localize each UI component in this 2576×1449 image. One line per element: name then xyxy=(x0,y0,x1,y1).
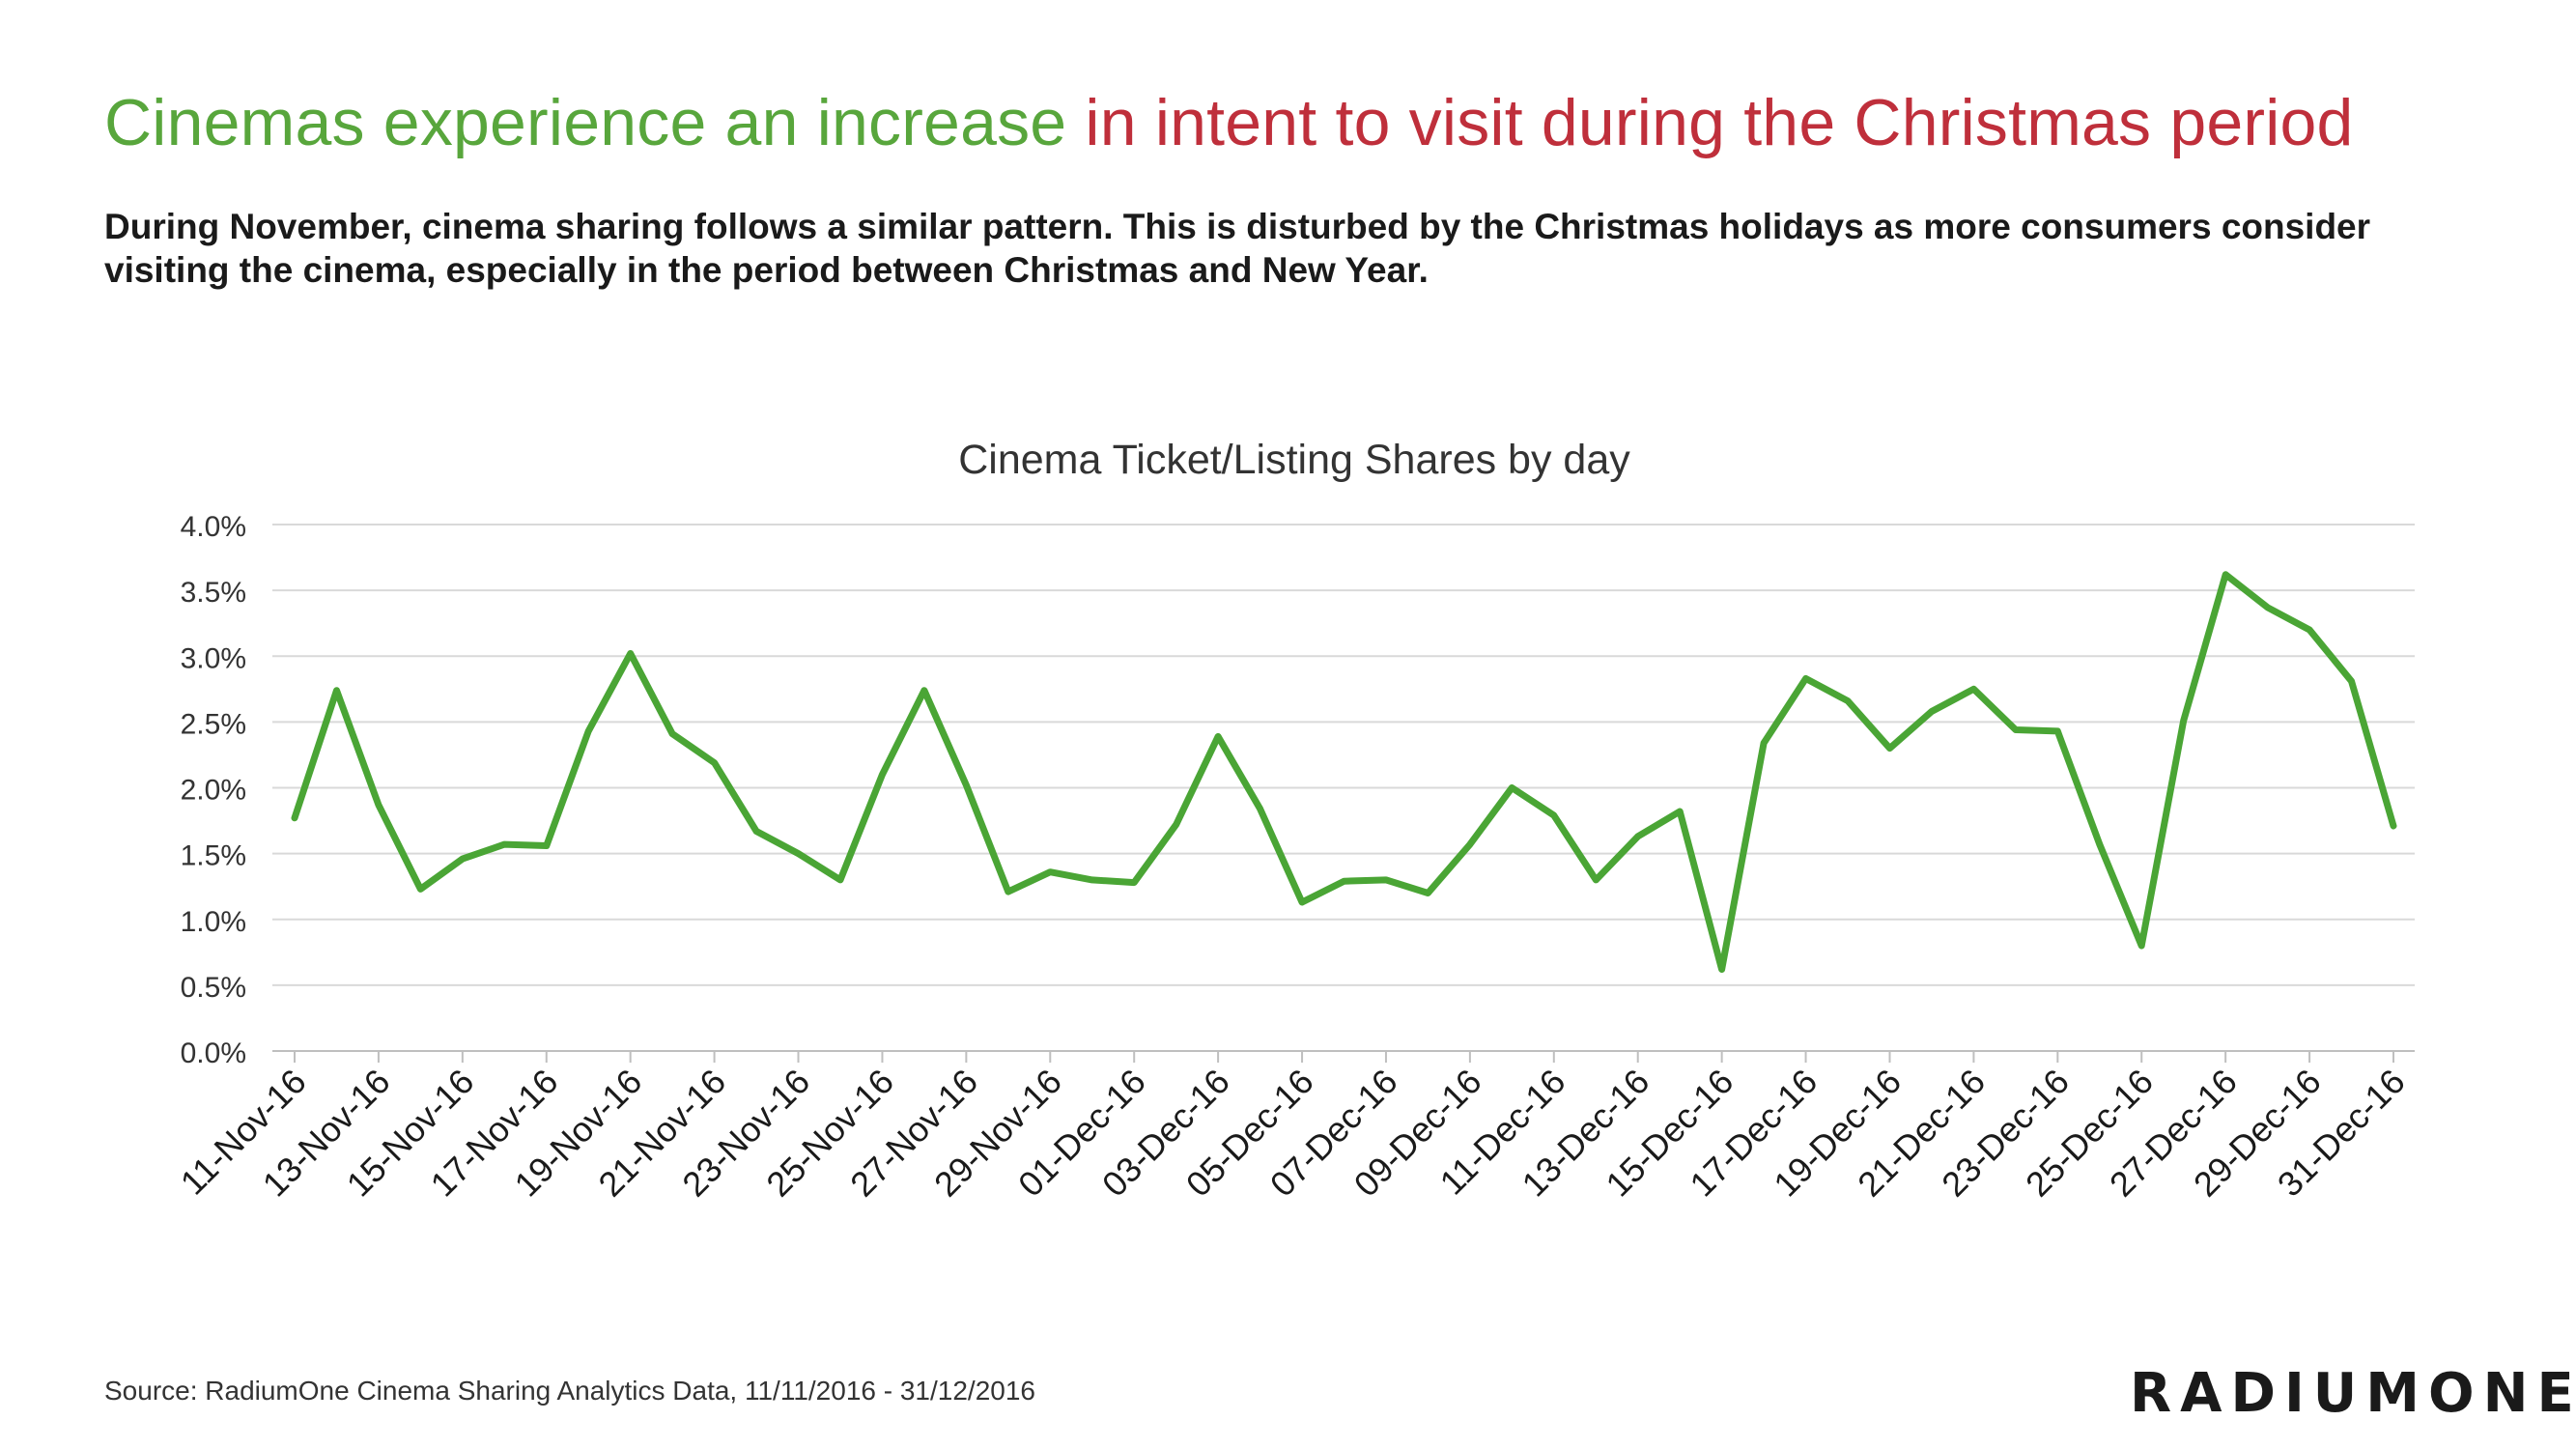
data-point xyxy=(1634,833,1641,839)
data-point xyxy=(1005,889,1011,895)
slide-subtitle: During November, cinema sharing follows … xyxy=(104,207,2371,290)
data-point xyxy=(417,886,424,893)
y-tick-label: 0.0% xyxy=(181,1037,246,1069)
y-tick-label: 2.5% xyxy=(181,708,246,740)
y-tick-label: 1.5% xyxy=(181,840,246,872)
data-point xyxy=(879,771,886,778)
data-point xyxy=(1089,876,1095,883)
data-point xyxy=(753,828,760,835)
slide-headline: Cinemas experience an increase in intent… xyxy=(104,85,2354,160)
source-note: Source: RadiumOne Cinema Sharing Analyti… xyxy=(104,1376,1035,1406)
data-point xyxy=(2348,678,2355,685)
chart-title: Cinema Ticket/Listing Shares by day xyxy=(958,437,1630,483)
data-point xyxy=(1466,841,1473,848)
data-point xyxy=(1131,879,1138,886)
y-tick-label: 4.0% xyxy=(181,511,246,543)
data-point xyxy=(1677,809,1684,815)
data-point xyxy=(2054,727,2061,734)
headline-part-2: in intent to visit during the Christmas … xyxy=(1085,86,2354,159)
data-point xyxy=(2138,943,2145,949)
headline-part-1: Cinemas experience an increase xyxy=(104,86,1086,159)
data-point xyxy=(836,876,843,883)
data-point xyxy=(2307,627,2313,633)
data-point xyxy=(1047,868,1054,875)
y-tick-label: 0.5% xyxy=(181,972,246,1004)
data-point xyxy=(963,781,970,788)
y-axis-tick-labels: 0.0% 0.5% 1.0% 1.5% 2.0% 2.5% 3.0% 3.5% 4.0% xyxy=(181,511,246,1069)
series-line xyxy=(291,571,2397,973)
data-point xyxy=(375,802,382,809)
data-point xyxy=(1845,697,1852,704)
data-point xyxy=(2391,823,2396,830)
data-point xyxy=(795,850,802,857)
data-point xyxy=(2264,604,2271,611)
data-point xyxy=(627,650,634,657)
data-point xyxy=(1173,821,1179,828)
data-point xyxy=(1718,966,1725,973)
data-point xyxy=(501,841,508,848)
data-point xyxy=(1928,708,1935,715)
data-point xyxy=(2012,726,2019,733)
data-point xyxy=(333,687,340,694)
y-tick-label: 1.0% xyxy=(181,906,246,938)
data-point xyxy=(2180,718,2187,724)
logo-text: RADIUMONE xyxy=(2130,1362,2576,1425)
data-point xyxy=(2222,571,2229,578)
data-point xyxy=(1509,784,1515,791)
x-axis-tick-labels: 11-Nov-1613-Nov-1615-Nov-1617-Nov-1619-N… xyxy=(173,1062,2413,1205)
radiumone-logo: RADIUMONETM xyxy=(2130,1362,2576,1425)
data-point xyxy=(1341,878,1347,885)
y-tick-label: 2.0% xyxy=(181,775,246,807)
data-point xyxy=(711,759,718,766)
x-axis xyxy=(272,1050,2415,1063)
data-point xyxy=(543,842,550,849)
data-point xyxy=(459,856,466,863)
data-point xyxy=(669,730,676,737)
data-point xyxy=(1257,806,1263,812)
data-point xyxy=(1299,899,1306,906)
y-tick-label: 3.5% xyxy=(181,577,246,609)
data-point xyxy=(292,814,297,821)
data-point xyxy=(1761,740,1768,747)
data-point xyxy=(1802,675,1809,682)
gridlines xyxy=(272,524,2415,986)
y-tick-label: 3.0% xyxy=(181,642,246,674)
series-group xyxy=(291,571,2397,973)
data-point xyxy=(1215,733,1222,740)
data-point xyxy=(585,727,592,734)
data-point xyxy=(1550,812,1557,819)
data-point xyxy=(1382,876,1389,883)
data-point xyxy=(2096,841,2103,848)
data-point xyxy=(1425,890,1431,896)
data-point xyxy=(1886,745,1893,752)
data-point xyxy=(1593,876,1599,883)
data-point xyxy=(1970,686,1977,693)
data-point xyxy=(920,687,927,694)
